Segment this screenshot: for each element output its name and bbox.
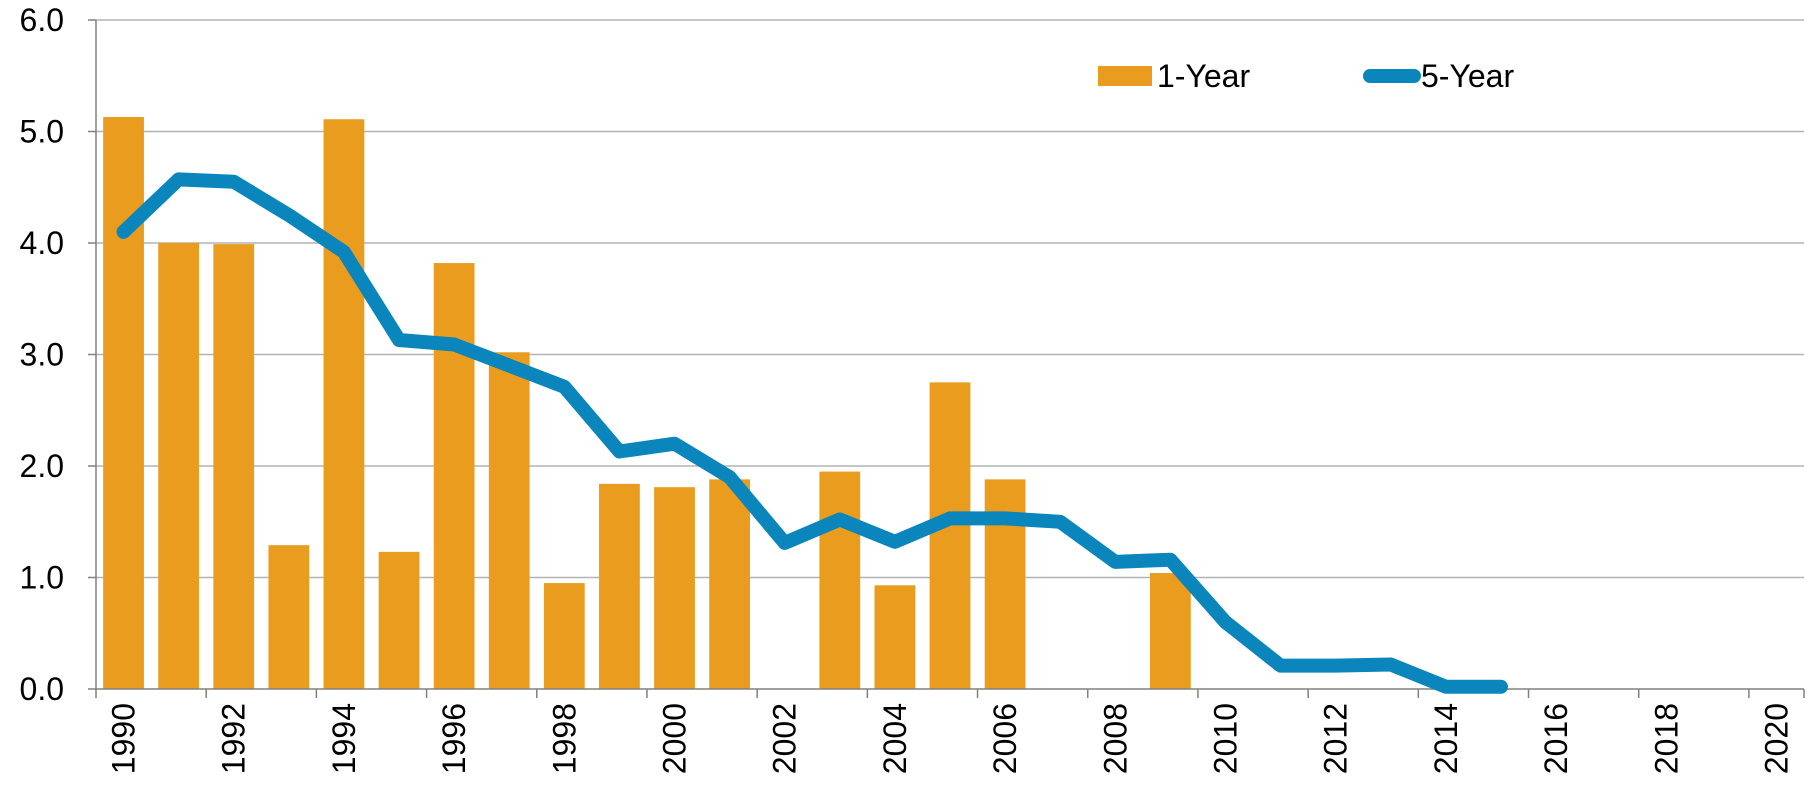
y-tick-label-0: 0.0	[20, 671, 64, 707]
bar-1-year-2004	[874, 585, 916, 689]
y-tick-label-4: 4.0	[20, 225, 64, 261]
y-tick-label-1: 1.0	[20, 560, 64, 596]
bar-1-year-2005	[929, 382, 971, 689]
x-tick-label-2000: 2000	[657, 703, 693, 774]
bar-series-1-year	[103, 117, 1191, 690]
y-tick-label-3: 3.0	[20, 337, 64, 373]
x-tick-label-2004: 2004	[877, 703, 913, 774]
x-tick-label-2002: 2002	[767, 703, 803, 774]
line-5-year	[116, 172, 1508, 694]
bar-1-year-1993	[268, 545, 310, 689]
legend-label-1-year: 1-Year	[1157, 58, 1250, 94]
bar-1-year-1999	[599, 483, 640, 689]
x-tick-label-1994: 1994	[326, 703, 362, 774]
bar-1-year-1994	[323, 119, 365, 690]
axes	[88, 19, 1805, 698]
tick-labels: 0.0 1.0 2.0 3.0 4.0 5.0 6.0 1990 1992 1994 1996 199…	[20, 2, 1795, 774]
x-tick-label-2006: 2006	[987, 703, 1023, 774]
x-tick-label-2018: 2018	[1648, 703, 1684, 774]
x-tick-label-1992: 1992	[216, 703, 252, 774]
y-tick-label-5: 5.0	[20, 114, 64, 150]
x-tick-label-1998: 1998	[546, 703, 582, 774]
bar-1-year-2003	[819, 471, 861, 689]
bar-1-year-2009	[1150, 573, 1191, 689]
bar-1-year-1991	[158, 243, 200, 689]
line-series-5-year	[116, 172, 1508, 694]
legend: 1-Year 5-Year	[1098, 58, 1514, 94]
bar-1-year-1997	[488, 352, 530, 689]
x-tick-label-2008: 2008	[1097, 703, 1133, 774]
y-tick-label-2: 2.0	[20, 448, 64, 484]
x-tick-label-2020: 2020	[1758, 703, 1794, 774]
legend-label-5-year: 5-Year	[1421, 58, 1514, 94]
bar-1-year-2006	[984, 479, 1026, 689]
bar-1-year-1992	[213, 244, 255, 690]
bar-1-year-2001	[709, 479, 750, 689]
x-tick-label-1990: 1990	[106, 703, 142, 774]
y-tick-label-6: 6.0	[20, 2, 64, 38]
x-tick-label-2014: 2014	[1428, 703, 1464, 774]
gridlines	[96, 19, 1804, 579]
bar-1-year-1990	[103, 117, 144, 689]
bar-1-year-2000	[654, 487, 695, 689]
x-tick-label-1996: 1996	[436, 703, 472, 774]
bar-1-year-1996	[433, 263, 475, 689]
x-tick-label-2016: 2016	[1538, 703, 1574, 774]
x-tick-label-2012: 2012	[1318, 703, 1354, 774]
bar-1-year-1995	[378, 551, 420, 689]
legend-swatch-1-year	[1098, 66, 1152, 86]
bar-1-year-1998	[543, 583, 585, 689]
x-tick-label-2010: 2010	[1207, 703, 1243, 774]
